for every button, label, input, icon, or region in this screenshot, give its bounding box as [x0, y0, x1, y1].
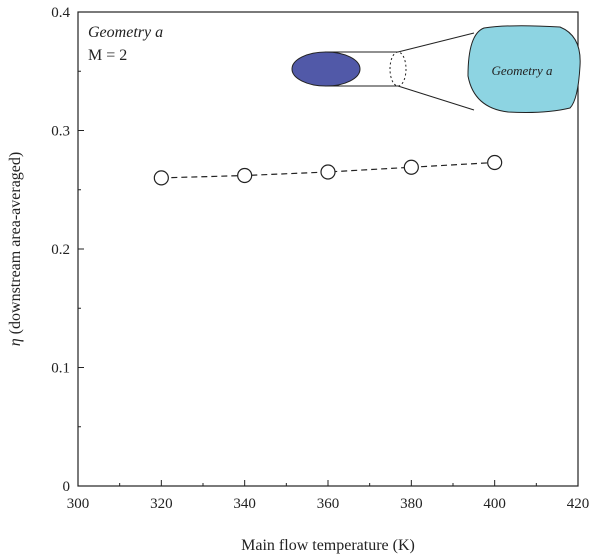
- y-axis-symbol: η: [7, 338, 24, 346]
- y-tick-label: 0.4: [51, 5, 70, 21]
- x-tick-label: 340: [233, 496, 256, 512]
- inset-inlet-ellipse: [291, 51, 361, 87]
- x-tick-label: 420: [567, 496, 590, 512]
- data-point: [237, 167, 253, 184]
- y-axis-text: (downstream area-averaged): [7, 152, 24, 339]
- data-point: [403, 159, 419, 175]
- x-axis-label: Main flow temperature (K): [241, 537, 415, 554]
- geometry-inset: Geometry a: [291, 25, 581, 113]
- x-axis-ticks: 300 320 340 360 380 400 420: [67, 480, 590, 512]
- data-point: [320, 164, 336, 180]
- inset-label: Geometry a: [491, 63, 553, 78]
- x-tick-label: 400: [483, 496, 506, 512]
- data-point: [153, 170, 169, 186]
- x-tick-label: 300: [67, 496, 90, 512]
- inset-diffuser-bottom: [397, 85, 475, 111]
- data-point: [487, 154, 503, 171]
- inset-diffuser-top: [397, 32, 475, 53]
- y-axis-label: η (downstream area-averaged): [7, 152, 24, 347]
- blowing-ratio-annotation: M = 2: [88, 47, 127, 64]
- data-series: [153, 154, 503, 186]
- y-axis-ticks: 0 0.1 0.2 0.3 0.4: [51, 5, 84, 495]
- x-tick-label: 360: [317, 496, 340, 512]
- y-tick-label: 0.2: [51, 242, 70, 258]
- y-tick-label: 0.3: [51, 124, 70, 140]
- y-tick-label: 0: [63, 479, 71, 495]
- inset-outlet-shape: [467, 25, 581, 113]
- inset-throat-dotted: [389, 51, 407, 87]
- y-tick-label: 0.1: [51, 361, 70, 377]
- x-tick-label: 380: [400, 496, 423, 512]
- x-tick-label: 320: [150, 496, 173, 512]
- geometry-annotation: Geometry a: [88, 24, 163, 41]
- series-line: [161, 161, 495, 179]
